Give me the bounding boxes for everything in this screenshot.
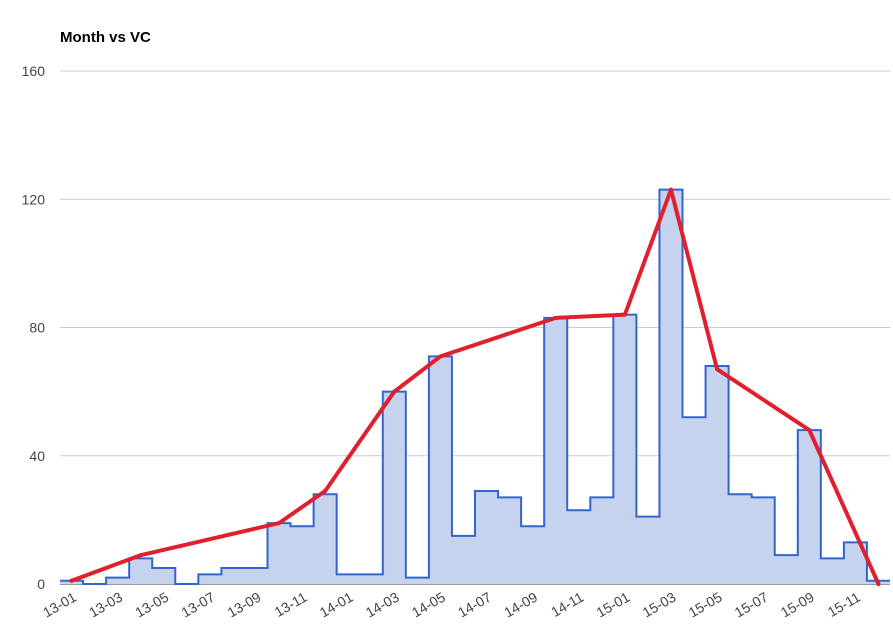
x-tick-label: 13-05 xyxy=(132,589,171,621)
chart-title: Month vs VC xyxy=(60,29,151,46)
y-axis-tick-labels: 0 40 80 120 160 xyxy=(22,63,46,592)
x-tick-label: 14-11 xyxy=(548,589,586,620)
x-tick-label: 14-05 xyxy=(409,589,448,621)
trend-point xyxy=(69,578,74,583)
x-tick-label: 15-07 xyxy=(732,589,771,621)
x-tick-label: 15-11 xyxy=(825,589,863,620)
x-tick-label: 15-05 xyxy=(686,589,725,621)
trend-point xyxy=(138,553,143,558)
x-tick-label: 13-01 xyxy=(40,589,79,621)
y-tick-label: 0 xyxy=(37,576,45,592)
y-tick-label: 80 xyxy=(29,320,45,336)
y-tick-label: 120 xyxy=(22,191,46,207)
trend-point xyxy=(876,582,881,586)
trend-point xyxy=(553,315,558,320)
x-tick-label: 13-11 xyxy=(271,589,309,620)
x-tick-label: 15-03 xyxy=(639,589,678,621)
trend-point xyxy=(392,389,397,394)
x-tick-label: 15-01 xyxy=(593,589,632,621)
x-tick-label: 13-03 xyxy=(86,589,125,621)
x-tick-label: 13-09 xyxy=(224,589,263,621)
trend-point xyxy=(622,312,627,317)
trend-point xyxy=(323,489,328,494)
stepped-area-series xyxy=(60,188,890,585)
x-tick-label: 14-09 xyxy=(501,589,540,621)
x-axis-tick-labels: 13-01 13-03 13-05 13-07 13-09 13-11 14-01 14-03… xyxy=(40,589,863,621)
trend-line-series xyxy=(69,187,881,586)
x-tick-label: 13-07 xyxy=(178,589,217,621)
y-tick-label: 160 xyxy=(22,63,46,79)
trend-point xyxy=(668,187,673,192)
trend-point xyxy=(807,428,812,433)
x-tick-label: 15-09 xyxy=(778,589,817,621)
x-tick-label: 14-03 xyxy=(363,589,402,621)
trend-point xyxy=(277,521,282,526)
y-tick-label: 40 xyxy=(29,448,45,464)
x-tick-label: 14-07 xyxy=(455,589,494,621)
trend-point xyxy=(438,354,443,359)
trend-line xyxy=(69,187,881,586)
trend-point xyxy=(715,367,720,372)
x-tick-label: 14-01 xyxy=(317,589,356,621)
area-outline xyxy=(60,188,890,585)
